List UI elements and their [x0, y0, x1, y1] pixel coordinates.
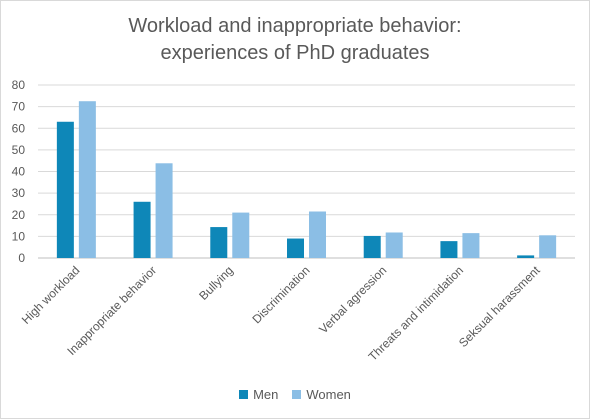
- legend-label-women: Women: [306, 387, 351, 402]
- x-tick-label: Discrimination: [249, 263, 312, 326]
- bar-women: [385, 232, 403, 258]
- legend: Men Women: [1, 387, 589, 402]
- chart-title: Workload and inappropriate behavior: exp…: [1, 13, 589, 67]
- bar-men: [210, 227, 228, 258]
- legend-item-women: Women: [292, 387, 351, 402]
- x-tick-label: Verbal agression: [316, 263, 389, 336]
- bar-men: [56, 121, 74, 258]
- legend-swatch-men: [239, 390, 249, 399]
- y-tick-label: 0: [18, 251, 25, 265]
- y-tick-label: 40: [12, 165, 26, 179]
- y-tick-label: 30: [12, 186, 26, 200]
- bar-women: [78, 101, 96, 258]
- bar-men: [133, 201, 151, 258]
- x-tick-label: Inappropriate behavior: [64, 263, 159, 358]
- x-tick-label: Bullying: [196, 263, 236, 303]
- x-tick-label: High workload: [19, 263, 83, 327]
- legend-label-men: Men: [253, 387, 279, 402]
- bar-men: [440, 241, 458, 258]
- chart-title-line-2: experiences of PhD graduates: [160, 42, 430, 64]
- chart-title-line-1: Workload and inappropriate behavior:: [128, 15, 462, 37]
- bar-women: [309, 211, 326, 258]
- y-tick-label: 80: [12, 78, 26, 92]
- bar-men: [363, 235, 381, 258]
- bar-women: [155, 163, 173, 258]
- y-tick-label: 20: [12, 208, 26, 222]
- y-tick-label: 50: [12, 143, 26, 157]
- y-tick-label: 60: [12, 121, 26, 135]
- legend-swatch-women: [292, 390, 302, 399]
- legend-item-men: Men: [239, 387, 278, 402]
- bar-men: [287, 238, 304, 258]
- x-tick-label: Seksual harassment: [456, 263, 543, 350]
- y-tick-label: 10: [12, 229, 26, 243]
- bar-men: [517, 255, 535, 258]
- y-tick-label: 70: [12, 100, 26, 114]
- bar-women: [462, 233, 480, 258]
- bar-women: [539, 235, 557, 258]
- bar-women: [232, 212, 250, 258]
